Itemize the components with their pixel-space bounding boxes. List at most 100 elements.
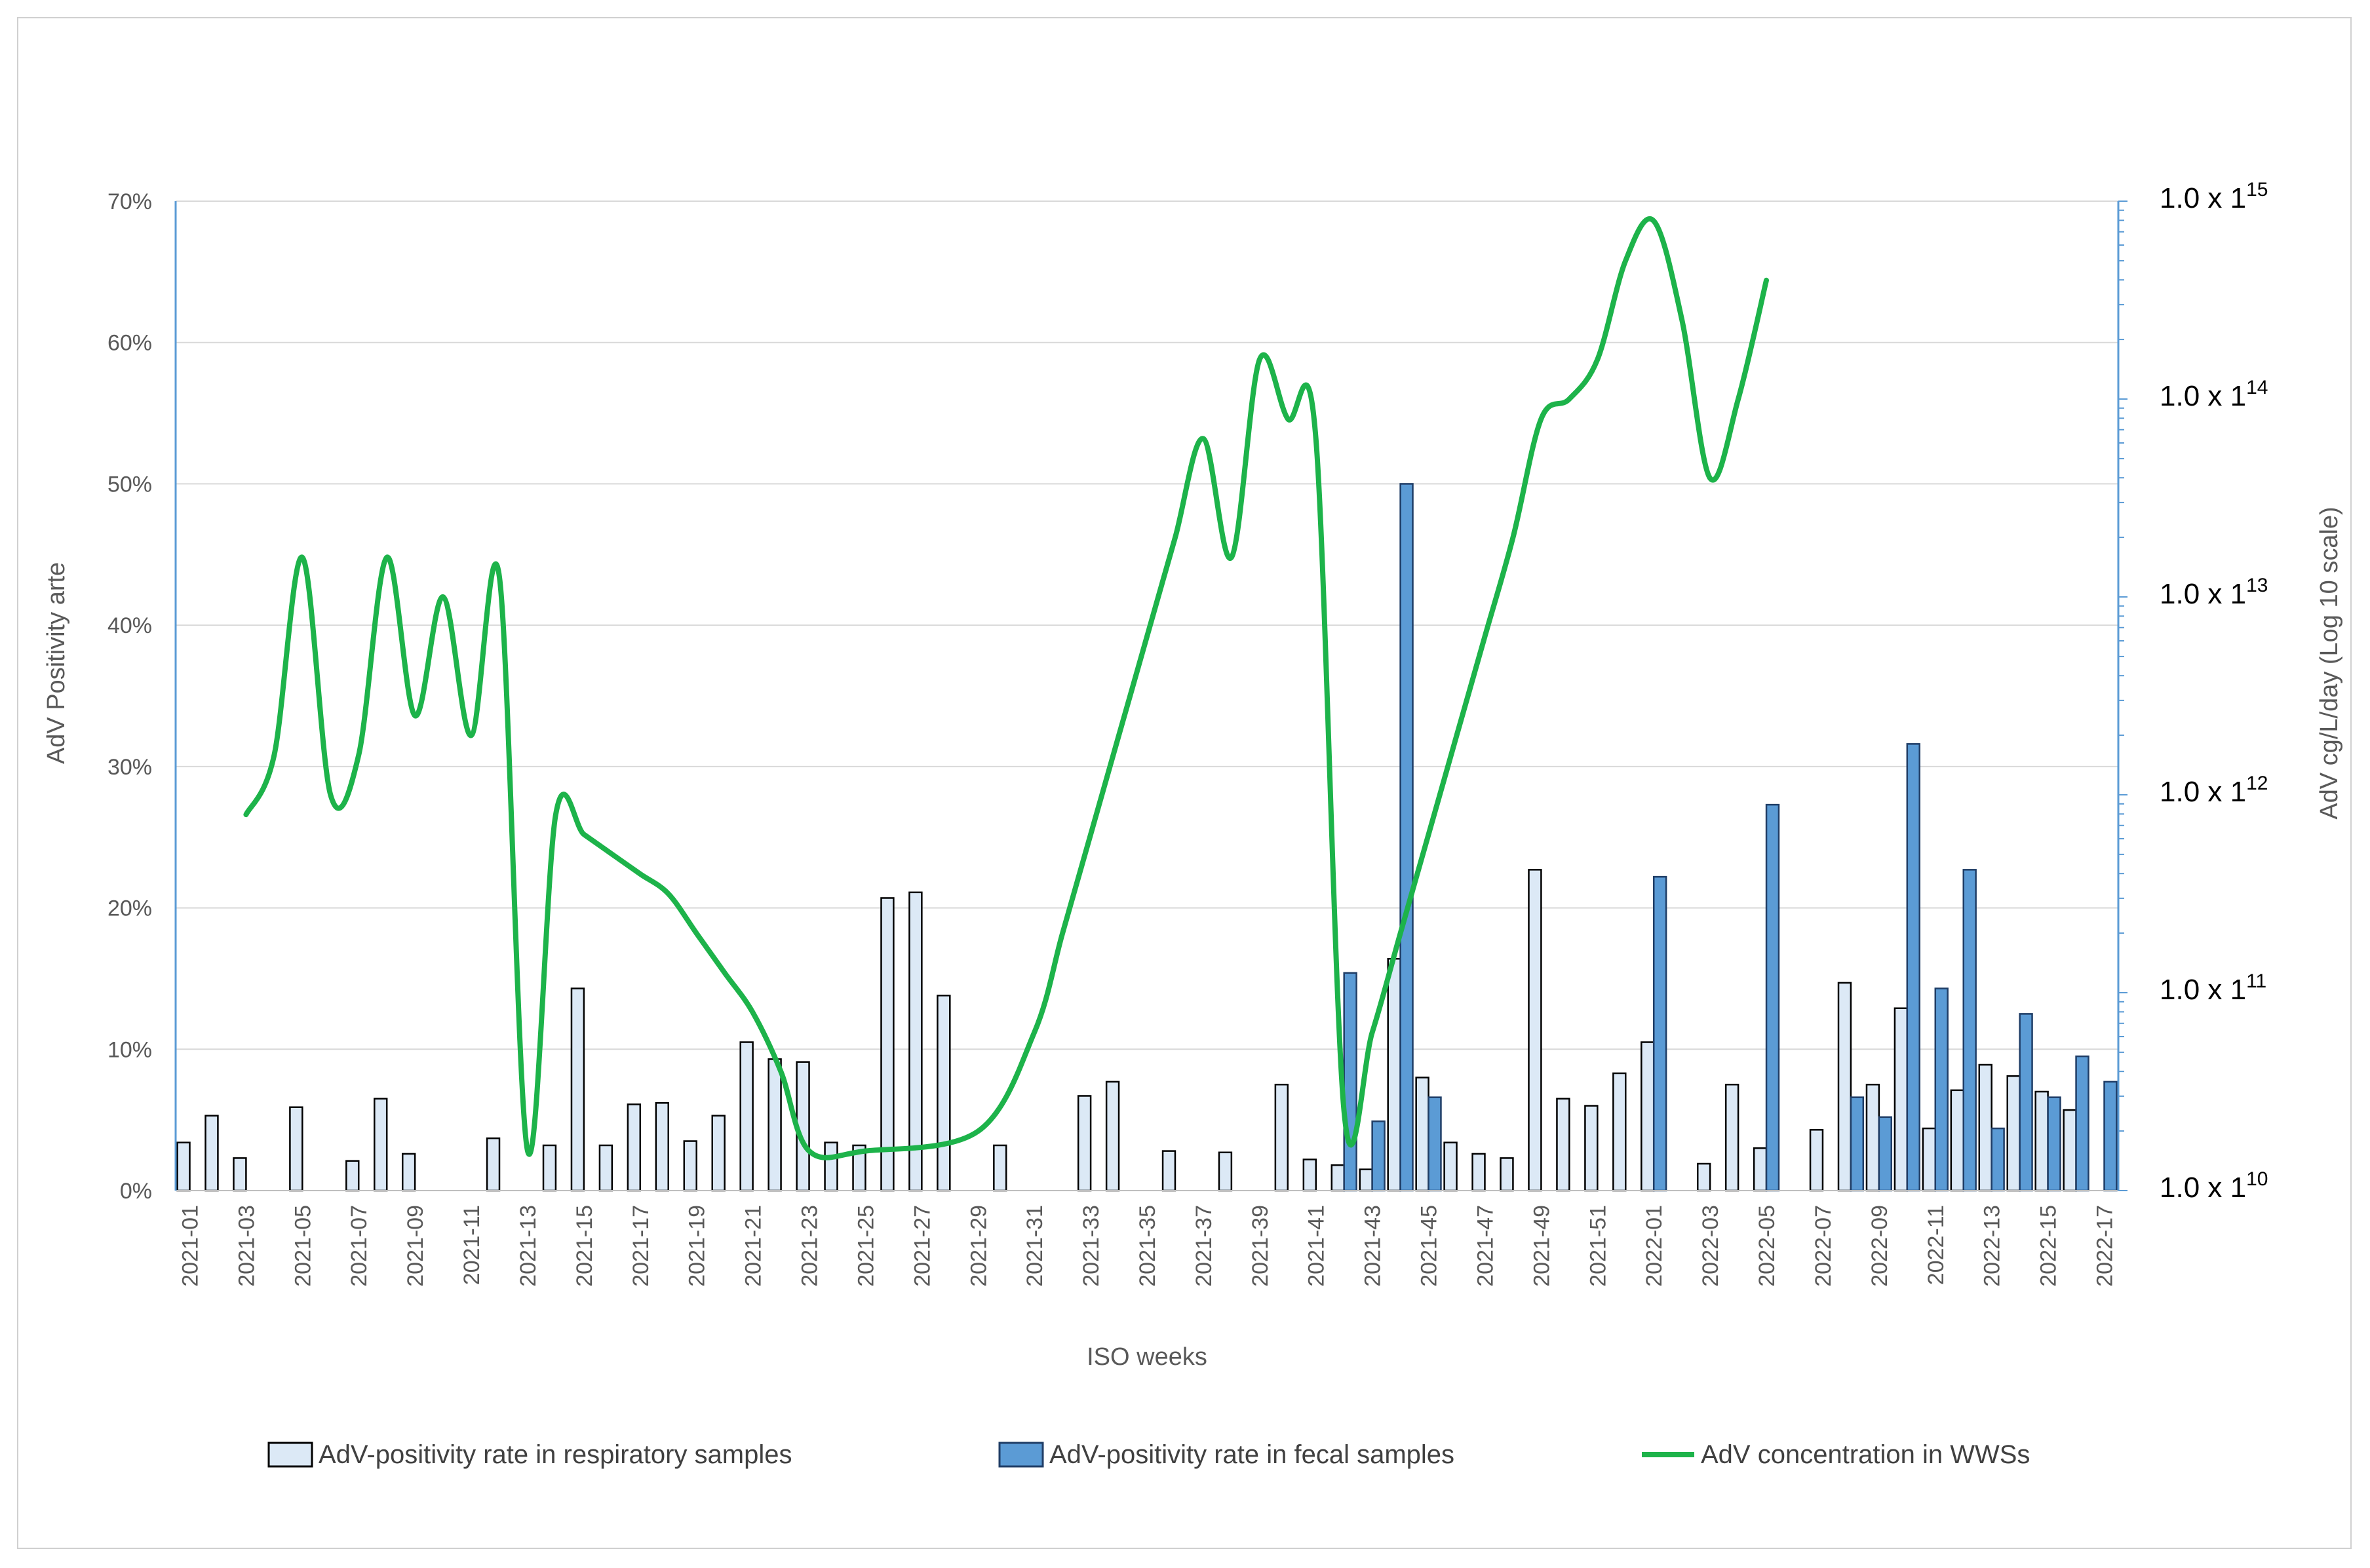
x-tick-label: 2021-13: [516, 1205, 541, 1287]
bar-fecal: [2019, 1013, 2033, 1192]
y-left-tick-label: 50%: [107, 472, 152, 497]
x-tick-label: 2021-49: [1529, 1205, 1554, 1287]
bar-respiratory: [1443, 1141, 1458, 1192]
bar-respiratory: [1387, 957, 1401, 1192]
bar-fecal: [1962, 869, 1977, 1192]
bar-respiratory: [1302, 1158, 1317, 1192]
x-tick-label: 2021-21: [741, 1205, 766, 1287]
bars: [176, 483, 2118, 1192]
bar-fecal: [1991, 1127, 2005, 1192]
y-axis-left-title: AdV Positivity arte: [43, 562, 70, 764]
x-tick-label: 2022-03: [1698, 1205, 1723, 1287]
x-tick-label: 2021-03: [234, 1205, 259, 1287]
y-right-tick-label: 1.0 x 112: [2160, 773, 2268, 808]
bar-fecal: [1652, 875, 1667, 1192]
x-tick-label: 2021-51: [1585, 1205, 1610, 1287]
x-tick-label: 2021-39: [1248, 1205, 1273, 1287]
y-left-tick-label: 60%: [107, 331, 152, 356]
x-tick-label: 2022-01: [1642, 1205, 1667, 1287]
x-tick-label: 2021-09: [403, 1205, 428, 1287]
x-tick-label: 2021-31: [1022, 1205, 1047, 1287]
bar-respiratory: [401, 1153, 416, 1192]
bar-respiratory: [1105, 1080, 1120, 1192]
x-tick-label: 2021-47: [1473, 1205, 1498, 1287]
bar-respiratory: [1528, 869, 1542, 1192]
bar-respiratory: [233, 1157, 247, 1192]
legend-label-fecal: AdV-positivity rate in fecal samples: [1049, 1440, 1454, 1469]
y-left-tick-label: 30%: [107, 755, 152, 780]
bar-respiratory: [570, 987, 585, 1192]
x-tick-label: 2021-33: [1079, 1205, 1104, 1287]
bar-respiratory: [1950, 1089, 1964, 1192]
bar-respiratory: [1696, 1162, 1711, 1192]
bar-fecal: [1934, 987, 1949, 1192]
bar-respiratory: [1865, 1083, 1880, 1192]
y-right-tick-exponent: 12: [2246, 773, 2268, 794]
x-tick-label: 2022-11: [1924, 1205, 1949, 1285]
bar-respiratory: [374, 1098, 388, 1192]
bar-fecal: [1850, 1096, 1865, 1192]
bar-fecal: [2103, 1080, 2118, 1192]
x-tick-label: 2021-23: [798, 1205, 823, 1287]
bar-respiratory: [739, 1041, 754, 1192]
y-left-tick-label: 20%: [107, 896, 152, 921]
axes: [174, 201, 2127, 1191]
x-axis-title: ISO weeks: [1087, 1343, 1207, 1371]
x-tick-label: 2021-25: [853, 1205, 878, 1287]
bar-respiratory: [1077, 1095, 1092, 1192]
legend-swatch-respiratory: [267, 1442, 313, 1468]
x-tick-label: 2022-09: [1867, 1205, 1892, 1287]
bar-respiratory: [1161, 1150, 1176, 1192]
bar-respiratory: [1471, 1153, 1486, 1192]
x-tick-label: 2022-13: [1980, 1205, 2005, 1287]
bar-respiratory: [1331, 1164, 1345, 1192]
bar-respiratory: [937, 995, 951, 1192]
y-left-tick-label: 70%: [107, 189, 152, 214]
wws-line: [243, 216, 1769, 1160]
bar-respiratory: [1809, 1128, 1824, 1192]
x-tick-label: 2021-37: [1192, 1205, 1216, 1287]
bar-respiratory: [824, 1141, 838, 1192]
bar-respiratory: [1415, 1077, 1429, 1192]
y-right-tick-exponent: 14: [2246, 377, 2268, 398]
y-right-tick-exponent: 13: [2246, 575, 2268, 596]
tick-labels: 0% 10% 20% 30% 40% 50% 60% 70% 1.0 x 110 1.0 x 11…: [107, 179, 2268, 1287]
bar-fecal: [1399, 483, 1414, 1192]
x-tick-label: 2021-29: [966, 1205, 991, 1287]
bar-respiratory: [204, 1115, 219, 1192]
bar-respiratory: [1922, 1127, 1937, 1192]
bar-respiratory: [1641, 1041, 1655, 1192]
bar-respiratory: [683, 1140, 697, 1192]
x-tick-label: 2021-27: [910, 1205, 935, 1287]
x-tick-label: 2021-19: [685, 1205, 710, 1287]
x-tick-label: 2021-43: [1361, 1205, 1386, 1287]
legend-swatch-fecal: [998, 1442, 1044, 1468]
x-tick-label: 2022-05: [1755, 1205, 1779, 1287]
bar-respiratory: [1500, 1157, 1514, 1192]
bar-respiratory: [1584, 1105, 1599, 1192]
y-right-tick-exponent: 15: [2246, 179, 2268, 201]
bar-respiratory: [176, 1141, 191, 1192]
bar-respiratory: [1612, 1072, 1627, 1192]
x-tick-label: 2022-15: [2036, 1205, 2061, 1287]
bar-respiratory: [486, 1137, 501, 1192]
bar-respiratory: [767, 1058, 782, 1192]
y-right-tick-exponent: 10: [2246, 1168, 2268, 1190]
legend: AdV-positivity rate in respiratory sampl…: [267, 1440, 2030, 1469]
x-tick-label: 2021-15: [572, 1205, 597, 1287]
bar-respiratory: [289, 1106, 303, 1192]
bar-fecal: [1765, 803, 1780, 1192]
y-right-tick-label: 1.0 x 111: [2160, 970, 2266, 1006]
y-left-tick-label: 10%: [107, 1037, 152, 1062]
y-right-tick-exponent: 11: [2246, 970, 2266, 992]
bar-respiratory: [711, 1115, 726, 1192]
bar-respiratory: [993, 1144, 1007, 1192]
bar-fecal: [1878, 1116, 1893, 1192]
bar-respiratory: [1556, 1098, 1570, 1192]
x-tick-label: 2021-41: [1304, 1205, 1329, 1287]
bar-respiratory: [1837, 982, 1852, 1192]
x-tick-label: 2021-17: [629, 1205, 653, 1287]
y-right-tick-label: 1.0 x 115: [2160, 179, 2268, 214]
bar-fecal: [2047, 1096, 2061, 1192]
x-tick-label: 2021-01: [178, 1205, 203, 1287]
